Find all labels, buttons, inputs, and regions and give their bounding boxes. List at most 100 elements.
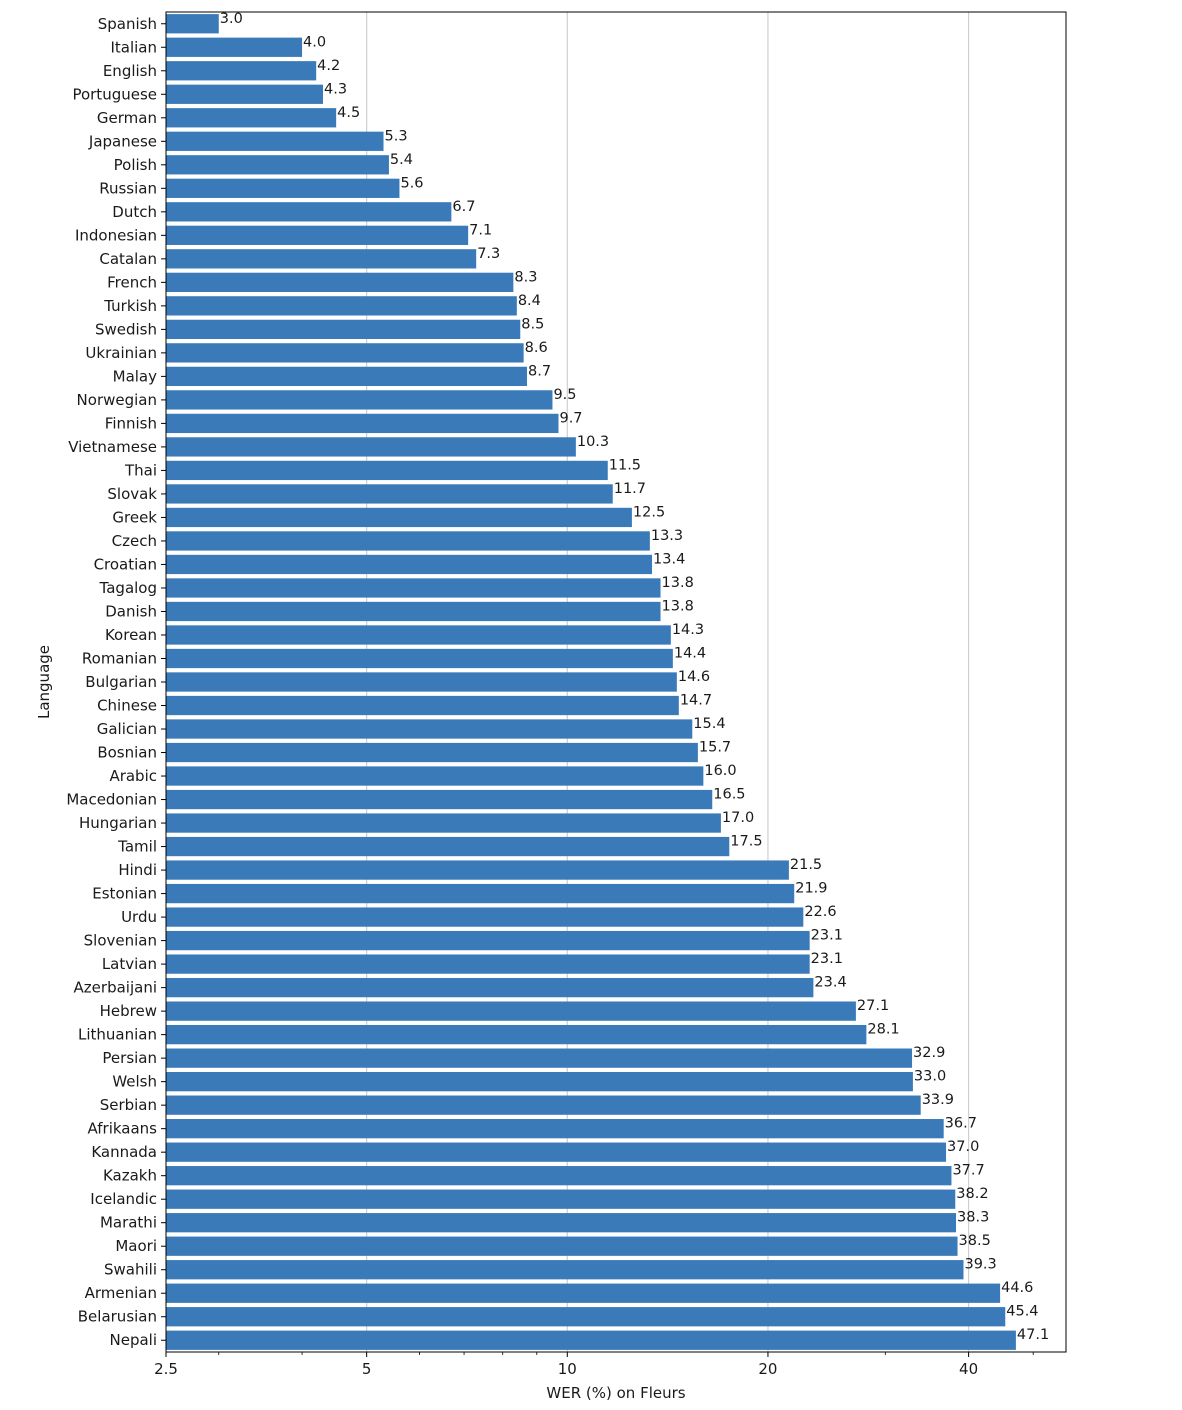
value-label: 23.1 — [811, 928, 843, 944]
bar — [166, 1260, 964, 1280]
y-tick-label: Hungarian — [79, 814, 157, 832]
bar — [166, 860, 789, 880]
bar — [166, 1024, 867, 1045]
value-label: 4.2 — [317, 58, 340, 74]
y-tick-label: Malay — [113, 367, 157, 385]
bar — [166, 84, 323, 104]
value-label: 7.1 — [469, 222, 492, 238]
bar — [166, 413, 559, 434]
y-tick-label: Chinese — [97, 697, 157, 715]
value-label: 16.0 — [704, 763, 736, 779]
y-tick-label: Hebrew — [100, 1002, 157, 1020]
bar — [166, 695, 679, 716]
y-axis-label: Language — [35, 645, 53, 719]
value-label: 4.0 — [303, 34, 326, 50]
value-label: 8.6 — [525, 340, 548, 356]
value-label: 21.9 — [795, 881, 827, 897]
bar — [166, 719, 693, 739]
bar — [166, 930, 810, 951]
y-tick-label: Norwegian — [77, 391, 157, 409]
value-label: 8.5 — [521, 316, 544, 332]
y-tick-label: Arabic — [109, 767, 157, 785]
bar — [166, 1142, 947, 1162]
value-label: 37.0 — [947, 1139, 979, 1155]
value-label: 21.5 — [790, 857, 822, 873]
bar — [166, 601, 661, 622]
y-tick-label: Spanish — [98, 15, 157, 33]
bar — [166, 907, 804, 927]
value-label: 3.0 — [220, 11, 243, 27]
bar — [166, 366, 527, 387]
y-tick-label: Finnish — [105, 414, 157, 432]
y-tick-label: Japanese — [88, 132, 157, 150]
x-tick-label: 2.5 — [154, 1360, 178, 1378]
value-label: 22.6 — [804, 904, 836, 920]
y-tick-label: English — [103, 62, 157, 80]
bar — [166, 484, 613, 504]
bar — [166, 766, 704, 786]
y-tick-label: German — [97, 109, 157, 127]
y-tick-label: Hindi — [118, 861, 157, 879]
value-label: 8.7 — [528, 363, 551, 379]
bar — [166, 1095, 921, 1115]
value-label: 13.8 — [662, 598, 694, 614]
y-tick-label: Azerbaijani — [74, 979, 157, 997]
value-label: 47.1 — [1017, 1327, 1049, 1343]
y-tick-label: Urdu — [121, 908, 157, 926]
value-label: 14.3 — [672, 622, 704, 638]
y-tick-label: Galician — [97, 720, 157, 738]
y-tick-label: Swedish — [95, 320, 157, 338]
value-label: 12.5 — [633, 504, 665, 520]
bar — [166, 578, 661, 598]
value-label: 8.4 — [518, 293, 541, 309]
bar — [166, 437, 576, 457]
value-label: 38.3 — [957, 1210, 989, 1226]
bar — [166, 1001, 856, 1021]
bar — [166, 531, 650, 551]
y-tick-label: Ukrainian — [85, 344, 157, 362]
x-axis-ticks: 2.5 5 10 20 40 — [154, 1352, 1034, 1378]
y-tick-label: Marathi — [100, 1214, 157, 1232]
bars — [166, 14, 1016, 1350]
bar — [166, 789, 713, 810]
value-label: 11.7 — [614, 481, 646, 497]
y-tick-label: Czech — [112, 532, 157, 550]
bar — [166, 108, 337, 128]
value-label: 13.3 — [651, 528, 683, 544]
y-tick-label: Lithuanian — [78, 1026, 157, 1044]
bar — [166, 954, 810, 974]
value-label: 11.5 — [609, 457, 641, 473]
bar — [166, 131, 384, 151]
value-label: 23.1 — [811, 951, 843, 967]
value-label: 14.6 — [678, 669, 710, 685]
bar — [166, 1072, 913, 1092]
value-label: 38.2 — [956, 1186, 988, 1202]
value-labels: 3.0 4.0 4.2 4.3 4.5 5.3 5.4 5.6 6.7 7.1 7.3 8.3 8.4 8… — [220, 11, 1049, 1343]
bar — [166, 390, 553, 410]
bar — [166, 1189, 956, 1209]
y-tick-label: Belarusian — [78, 1308, 157, 1326]
y-tick-label: Maori — [115, 1237, 157, 1255]
value-label: 32.9 — [913, 1045, 945, 1061]
value-label: 5.4 — [390, 152, 413, 168]
value-label: 27.1 — [857, 998, 889, 1014]
value-label: 15.4 — [693, 716, 725, 732]
value-label: 23.4 — [814, 975, 846, 991]
y-tick-label: Vietnamese — [68, 438, 157, 456]
bar — [166, 883, 795, 904]
value-label: 36.7 — [945, 1116, 977, 1132]
value-label: 39.3 — [964, 1257, 996, 1273]
bar — [166, 37, 303, 57]
y-tick-label: Swahili — [104, 1261, 157, 1279]
value-label: 28.1 — [867, 1022, 899, 1038]
bar — [166, 1048, 913, 1068]
bar — [166, 155, 389, 175]
y-tick-label: Dutch — [112, 203, 157, 221]
bar — [166, 1166, 952, 1186]
y-tick-label: Croatian — [94, 555, 157, 573]
y-tick-label: Danish — [105, 602, 157, 620]
bar — [166, 343, 524, 363]
bar — [166, 1283, 1001, 1303]
y-tick-label: Icelandic — [90, 1190, 157, 1208]
